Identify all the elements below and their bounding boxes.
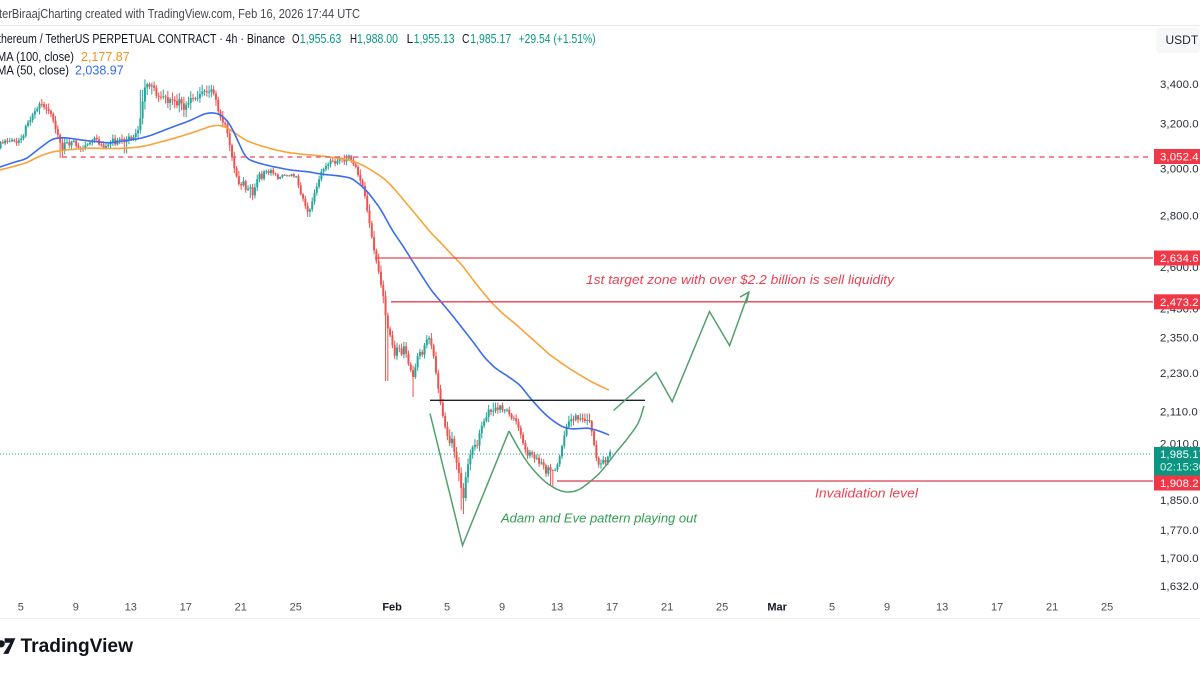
svg-text:3,200.0: 3,200.0 xyxy=(1160,119,1199,131)
svg-text:Adam and Eve pattern playing o: Adam and Eve pattern playing out xyxy=(500,511,698,526)
svg-text:TradingView: TradingView xyxy=(21,636,134,657)
svg-text:1st target zone with over $2.2: 1st target zone with over $2.2 billion i… xyxy=(586,272,896,287)
svg-text:17: 17 xyxy=(991,602,1003,614)
svg-text:2,800.0: 2,800.0 xyxy=(1160,211,1199,223)
svg-text:terBiraajCharting created with: terBiraajCharting created with TradingVi… xyxy=(0,7,360,21)
svg-text:MA (50, close)2,038.97: MA (50, close) 2,038.97 xyxy=(0,64,124,78)
svg-text:MA (100, close)2,177.87: MA (100, close) 2,177.87 xyxy=(0,50,130,64)
svg-text:1,700.0: 1,700.0 xyxy=(1160,553,1199,565)
svg-text:3,400.0: 3,400.0 xyxy=(1160,79,1199,91)
svg-text:17: 17 xyxy=(180,602,192,614)
svg-text:3,052.4: 3,052.4 xyxy=(1160,152,1199,164)
svg-text:9: 9 xyxy=(884,602,890,614)
svg-text:13: 13 xyxy=(936,602,948,614)
svg-text:1,632.0: 1,632.0 xyxy=(1160,581,1199,593)
svg-text:9: 9 xyxy=(499,602,505,614)
svg-text:21: 21 xyxy=(1046,602,1058,614)
svg-text:1,908.2: 1,908.2 xyxy=(1160,478,1199,490)
svg-text:25: 25 xyxy=(1101,602,1113,614)
svg-text:1,985.17: 1,985.17 xyxy=(1160,449,1200,461)
svg-text:5: 5 xyxy=(829,602,835,614)
svg-text:Ethereum / TetherUS PERPETUAL: Ethereum / TetherUS PERPETUAL CONTRACT ·… xyxy=(0,32,596,46)
svg-text:2,110.0: 2,110.0 xyxy=(1160,407,1198,419)
svg-text:02:15:30: 02:15:30 xyxy=(1160,462,1200,474)
svg-text:21: 21 xyxy=(661,602,673,614)
svg-text:Feb: Feb xyxy=(382,602,402,614)
svg-text:Mar: Mar xyxy=(767,602,787,614)
svg-text:25: 25 xyxy=(716,602,728,614)
svg-text:2,634.6: 2,634.6 xyxy=(1160,253,1199,265)
svg-text:5: 5 xyxy=(444,602,450,614)
svg-text:1,770.0: 1,770.0 xyxy=(1160,525,1199,537)
svg-text:25: 25 xyxy=(290,602,302,614)
svg-text:2,350.0: 2,350.0 xyxy=(1160,333,1199,345)
svg-text:2,230.0: 2,230.0 xyxy=(1160,368,1199,380)
svg-text:2,473.2: 2,473.2 xyxy=(1160,297,1199,309)
svg-text:13: 13 xyxy=(551,602,563,614)
svg-text:1,850.0: 1,850.0 xyxy=(1160,495,1199,507)
svg-text:17: 17 xyxy=(606,602,618,614)
svg-text:USDT: USDT xyxy=(1166,33,1199,47)
svg-text:9: 9 xyxy=(73,602,79,614)
svg-text:21: 21 xyxy=(235,602,247,614)
svg-text:3,000.0: 3,000.0 xyxy=(1160,164,1199,176)
svg-text:5: 5 xyxy=(18,602,24,614)
svg-text:13: 13 xyxy=(125,602,137,614)
svg-text:Invalidation level: Invalidation level xyxy=(815,486,919,501)
